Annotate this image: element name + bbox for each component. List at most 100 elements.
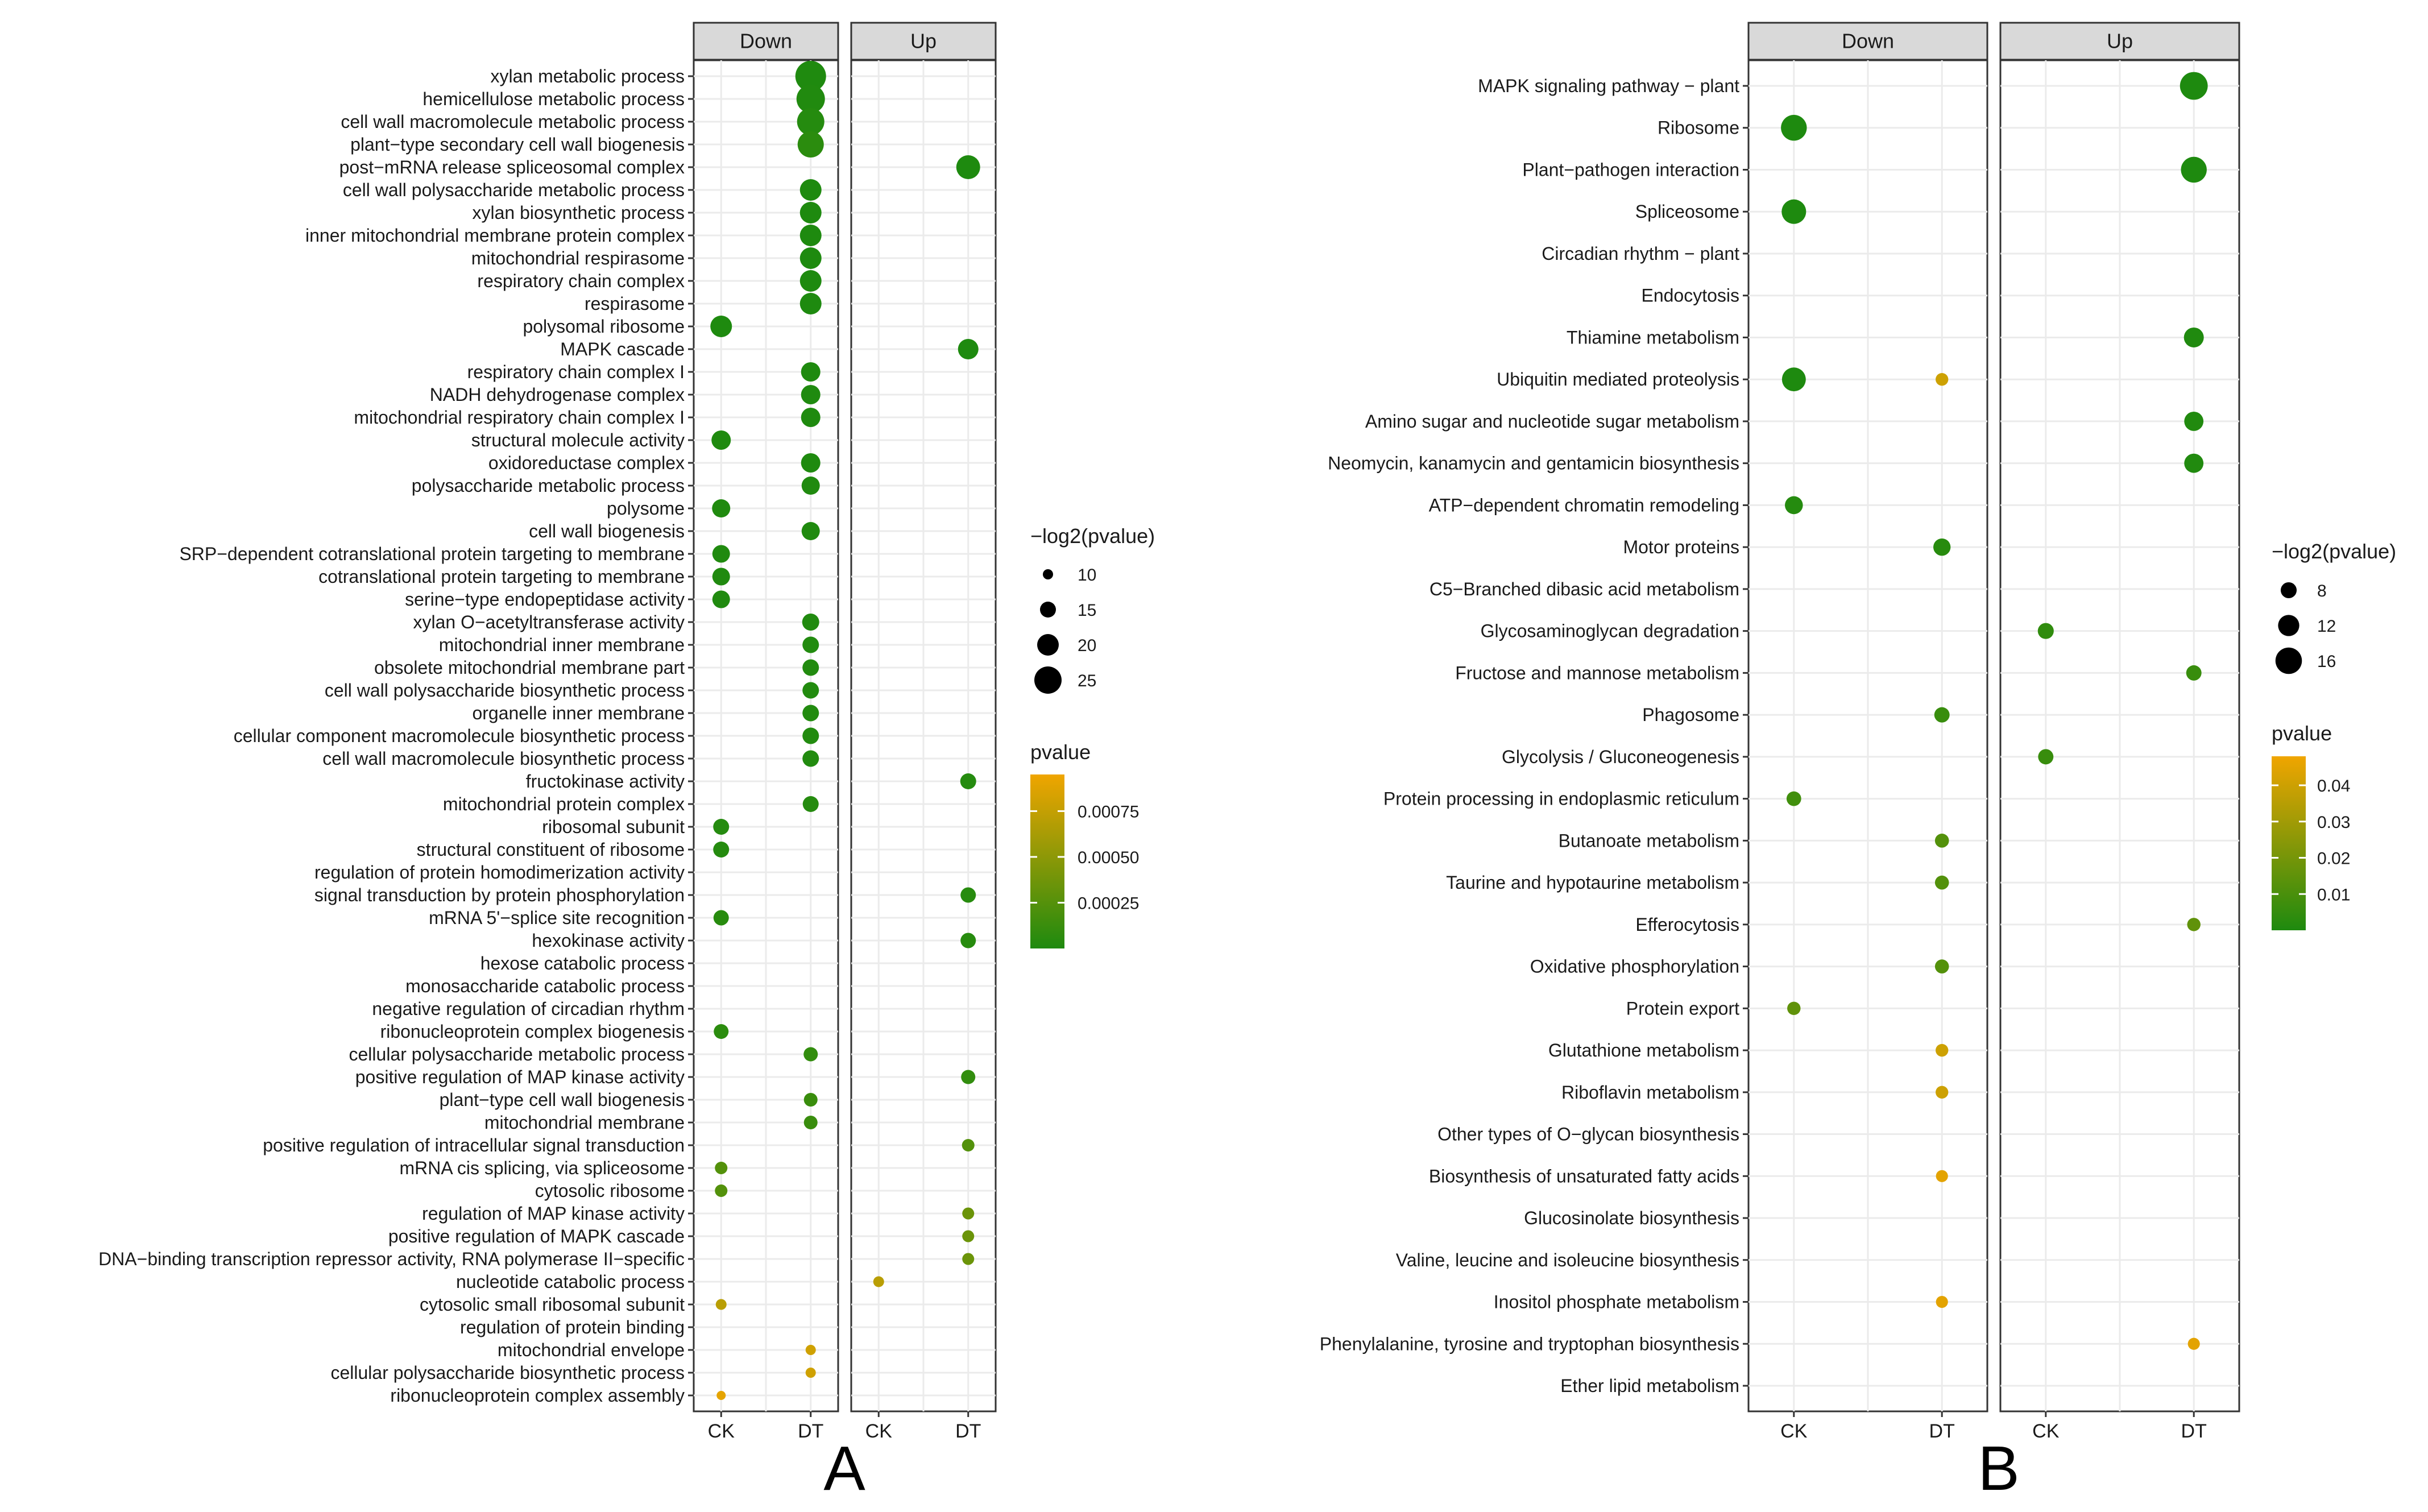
data-point [712,545,730,563]
y-tick-label: Inositol phosphate metabolism [1494,1292,1739,1312]
y-tick-label: positive regulation of intracellular sig… [263,1135,685,1155]
facet-strip [1999,22,2240,61]
data-point [802,682,819,699]
data-point [2183,327,2204,347]
y-tick-label: Fructose and mannose metabolism [1455,662,1739,683]
x-tick-label: CK [1780,1420,1808,1442]
data-point [796,85,825,113]
x-tick-label: CK [2032,1420,2060,1442]
data-point [802,750,819,767]
data-points [1781,72,2208,1350]
y-tick-label: cellular polysaccharide metabolic proces… [349,1044,685,1064]
y-tick-label: hexose catabolic process [480,953,685,974]
data-point [1781,199,1807,224]
y-tick-label: MAPK signaling pathway − plant [1478,76,1739,96]
data-point [1786,791,1801,806]
data-point [714,1024,729,1039]
panel-label: A [823,1434,865,1503]
y-tick-label: structural constituent of ribosome [417,839,685,860]
data-point [797,108,824,135]
y-tick-label: Other types of O−glycan biosynthesis [1437,1124,1739,1145]
data-point [801,362,821,382]
data-point [2037,623,2054,639]
data-point [805,1368,816,1378]
facet-up: Up CK DT [850,22,997,1442]
data-point [958,339,979,359]
y-tick-label: monosaccharide catabolic process [405,976,685,996]
y-tick-label: mRNA cis splicing, via spliceosome [400,1158,685,1178]
y-tick-label: mitochondrial membrane [484,1112,685,1133]
y-axis: MAPK signaling pathway − plant Ribosome Pl… [1320,76,1749,1396]
y-tick-label: polysomal ribosome [523,316,685,337]
x-tick-label: CK [708,1420,735,1442]
data-point [962,1139,975,1151]
data-point [961,1070,976,1084]
facet-strip-label: Up [910,30,937,53]
y-tick-label: oxidoreductase complex [488,453,685,473]
y-tick-label: DNA−binding transcription repressor acti… [98,1249,685,1269]
data-point [799,202,822,223]
color-legend: pvalue 0.00025 0.00050 0.00075 [1030,740,1139,948]
data-point [712,590,730,608]
facet-strip [850,22,997,61]
facet-strip [693,22,839,61]
size-legend-key [1040,602,1056,618]
size-legend: −log2(pvalue) 10 15 20 25 [1030,524,1155,694]
y-tick-label: Protein export [1626,998,1739,1018]
data-point [801,408,821,427]
panel-a-dot-plot: Down CK DT Up CK DT xylan metabolic process hem… [98,22,1155,1503]
y-tick-label: Ether lipid metabolism [1560,1376,1739,1396]
y-tick-label: mitochondrial protein complex [443,794,685,814]
data-point [802,727,819,744]
data-point [1933,538,1951,556]
size-legend-key [2280,582,2297,599]
y-tick-label: Phenylalanine, tyrosine and tryptophan b… [1320,1333,1739,1354]
y-tick-label: ATP−dependent chromatin remodeling [1429,495,1739,515]
data-point [2184,453,2204,473]
y-tick-label: positive regulation of MAPK cascade [388,1226,685,1246]
size-legend-title: −log2(pvalue) [1030,524,1155,548]
data-point [712,499,731,517]
color-bar [1030,774,1064,948]
data-point [2186,665,2202,681]
data-point [799,247,822,269]
y-tick-label: hemicellulose metabolic process [422,89,685,109]
data-point [801,453,821,473]
y-tick-label: MAPK cascade [560,339,685,359]
color-legend-label: 0.04 [2317,777,2350,796]
y-tick-label: Taurine and hypotaurine metabolism [1446,872,1739,893]
y-tick-label: NADH dehydrogenase complex [430,384,685,405]
y-tick-label: Motor proteins [1623,537,1739,557]
facet-strip [1747,22,1988,61]
data-point [956,155,980,179]
y-tick-label: cell wall biogenesis [529,521,685,541]
y-tick-label: Amino sugar and nucleotide sugar metabol… [1365,411,1739,432]
data-point [1934,707,1950,723]
data-point [2181,156,2207,183]
x-tick-label: DT [2181,1420,2207,1442]
y-tick-label: Spliceosome [1635,201,1739,222]
y-tick-label: obsolete mitochondrial membrane part [374,657,685,678]
data-point [2187,1337,2200,1350]
data-point [805,1345,816,1355]
y-tick-label: post−mRNA release spliceosomal complex [339,157,685,177]
y-tick-label: plant−type secondary cell wall biogenesi… [350,134,685,155]
data-point [715,1184,728,1197]
y-tick-label: Glucosinolate biosynthesis [1524,1208,1739,1228]
data-point [2180,72,2208,100]
data-point [1936,1295,1948,1308]
data-point [802,636,819,653]
data-point [715,1299,727,1310]
size-legend-label: 12 [2317,617,2336,636]
size-legend-key [1043,569,1053,579]
y-tick-label: Butanoate metabolism [1559,830,1739,851]
color-legend-label: 0.00025 [1078,894,1139,913]
y-tick-label: fructokinase activity [526,771,685,792]
data-point [1934,959,1949,974]
y-tick-label: xylan O−acetyltransferase activity [413,612,685,632]
y-tick-label: cotranslational protein targeting to mem… [318,566,685,587]
y-tick-label: Protein processing in endoplasmic reticu… [1383,789,1739,809]
y-tick-label: Valine, leucine and isoleucine biosynthe… [1396,1250,1739,1270]
y-tick-label: xylan biosynthetic process [472,202,685,223]
size-legend-label: 16 [2317,652,2336,671]
